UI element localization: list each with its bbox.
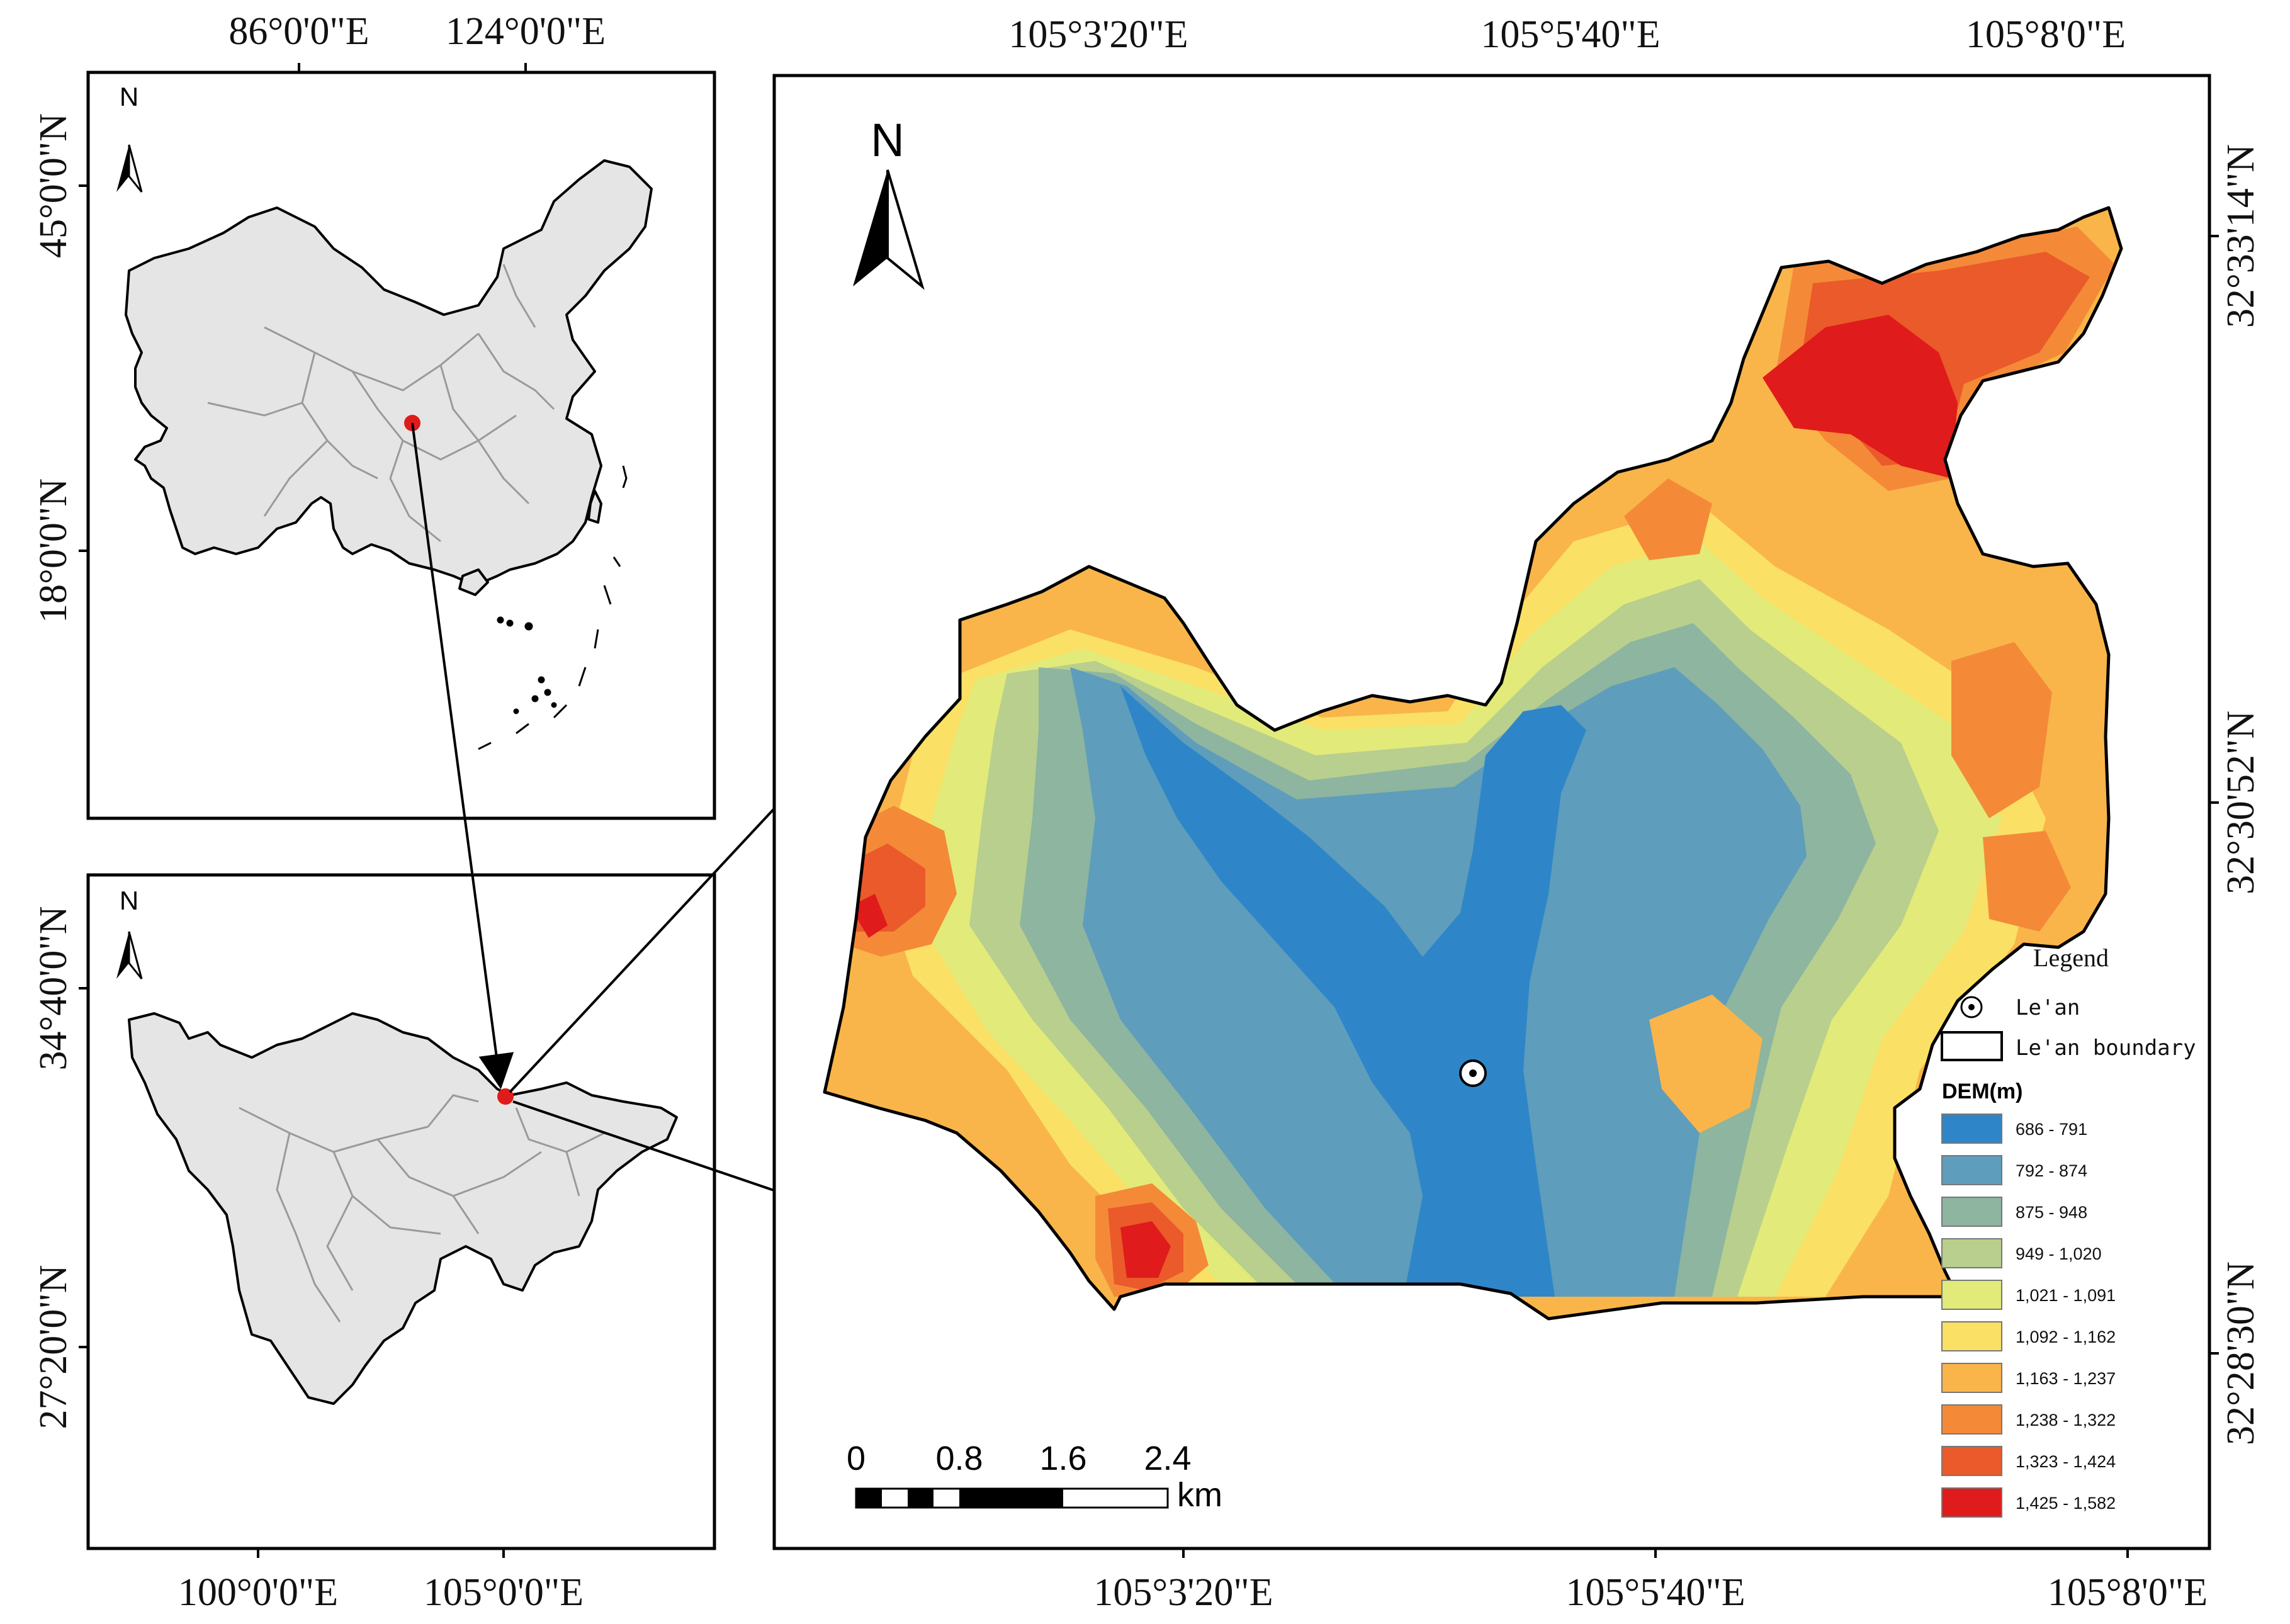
sichuan-left-tick-34n: 34°40'0"N	[32, 906, 75, 1070]
legend-class-swatch	[1941, 1404, 2002, 1435]
legend-point-label: Le'an	[2016, 995, 2080, 1020]
north-arrow: N	[116, 82, 143, 193]
scale-label-2-4: 2.4	[1144, 1440, 1191, 1477]
legend-class-swatch	[1941, 1363, 2002, 1393]
main-right-tick-3: 32°28'30"N	[2219, 1261, 2262, 1445]
north-label: N	[871, 114, 904, 166]
legend-class-label: 1,323 - 1,424	[2016, 1452, 2116, 1471]
sichuan-bottom-tick-105e: 105°0'0"E	[424, 1571, 584, 1614]
legend-class-swatch	[1941, 1114, 2002, 1144]
legend-class-swatch	[1941, 1238, 2002, 1268]
scale-label-0-8: 0.8	[935, 1440, 983, 1477]
scale-unit: km	[1177, 1476, 1222, 1514]
dem-raster	[825, 208, 2121, 1319]
china-locator-panel: N 86°0'0"E 124°0'0"E 45°0'0"N 18°0'0"N	[32, 10, 716, 820]
legend-class-label: 1,021 - 1,091	[2016, 1286, 2116, 1305]
main-bottom-tick-3: 105°8'0"E	[2048, 1571, 2208, 1614]
dem-main-panel: N 105°3'20"E 105°5'40"E 105°8'0"E 105°3'…	[772, 13, 2262, 1614]
legend-boundary-label: Le'an boundary	[2016, 1035, 2196, 1061]
sichuan-left-tick-27n: 27°20'0"N	[32, 1265, 75, 1429]
legend-class-swatch	[1941, 1321, 2002, 1351]
legend-class-label: 1,425 - 1,582	[2016, 1494, 2116, 1513]
china-left-tick-18n: 18°0'0"N	[32, 478, 75, 623]
scale-bar: 0 0.8 1.6 2.4 km	[847, 1440, 1222, 1514]
north-label: N	[120, 886, 138, 915]
main-bottom-tick-1: 105°3'20"E	[1093, 1571, 1273, 1614]
china-top-tick-86e: 86°0'0"E	[228, 10, 369, 53]
north-label: N	[120, 82, 138, 111]
legend-class-label: 1,238 - 1,322	[2016, 1411, 2116, 1429]
legend-class-label: 875 - 948	[2016, 1203, 2087, 1222]
legend-class-swatch	[1941, 1487, 2002, 1518]
legend: Legend Le'an Le'an boundary DEM(m) 686 -…	[1941, 944, 2196, 1518]
main-bottom-tick-2: 105°5'40"E	[1565, 1571, 1745, 1614]
legend-class-label: 792 - 874	[2016, 1161, 2087, 1180]
legend-dem-title: DEM(m)	[1942, 1080, 2022, 1103]
hainan-island	[458, 568, 489, 596]
lean-boundary	[823, 206, 2123, 1321]
sichuan-bottom-tick-100e: 100°0'0"E	[178, 1571, 338, 1614]
legend-class-label: 1,163 - 1,237	[2016, 1369, 2116, 1388]
legend-class-label: 1,092 - 1,162	[2016, 1328, 2116, 1346]
scale-label-1-6: 1.6	[1039, 1440, 1086, 1477]
legend-class-label: 686 - 791	[2016, 1120, 2087, 1139]
north-arrow-main: N	[853, 114, 925, 290]
lean-town-marker	[1459, 1059, 1487, 1087]
china-left-tick-45n: 45°0'0"N	[32, 113, 75, 258]
main-top-tick-3: 105°8'0"E	[1966, 13, 2126, 56]
legend-class-swatch	[1941, 1155, 2002, 1185]
legend-boundary-symbol	[1941, 1031, 2003, 1061]
lean-location-dot	[497, 1088, 514, 1105]
legend-title: Legend	[2033, 944, 2109, 972]
sichuan-locator-panel: N 100°0'0"E 105°0'0"E 34°40'0"N 27°20'0"…	[32, 873, 716, 1614]
legend-class-swatch	[1941, 1446, 2002, 1476]
china-province-lines	[207, 264, 555, 543]
taiwan-island	[587, 490, 602, 524]
legend-class-swatch	[1941, 1280, 2002, 1310]
sichuan-county-lines	[239, 1094, 605, 1322]
china-top-tick-124e: 124°0'0"E	[446, 10, 606, 53]
legend-class-label: 949 - 1,020	[2016, 1244, 2102, 1263]
main-right-tick-2: 32°30'52"N	[2219, 711, 2262, 894]
main-top-tick-1: 105°3'20"E	[1008, 13, 1188, 56]
legend-class-swatch	[1941, 1197, 2002, 1227]
main-top-tick-2: 105°5'40"E	[1481, 13, 1660, 56]
main-right-tick-1: 32°33'14"N	[2219, 144, 2262, 328]
legend-dem-classes: 686 - 791 792 - 874 875 - 948 949 - 1,020 1,…	[1941, 1114, 2116, 1518]
south-china-sea-islands	[478, 465, 628, 750]
north-arrow-sichuan: N	[116, 886, 143, 979]
china-outline	[125, 159, 653, 587]
scale-label-0: 0	[847, 1440, 866, 1477]
